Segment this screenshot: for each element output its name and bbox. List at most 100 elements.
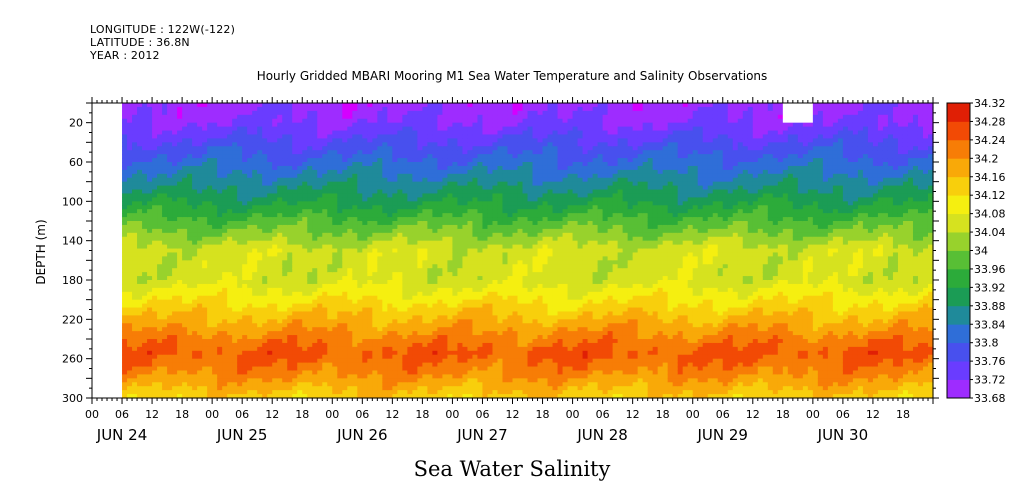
heatmap-cell <box>307 390 313 395</box>
heatmap-cell <box>447 248 454 254</box>
heatmap-cell <box>367 162 373 167</box>
heatmap-cell <box>272 146 278 151</box>
heatmap-cell <box>272 280 278 285</box>
heatmap-cell <box>452 240 459 246</box>
heatmap-cell <box>392 244 398 250</box>
heatmap-cell <box>137 354 143 360</box>
heatmap-cell <box>222 134 228 139</box>
heatmap-cell <box>377 103 383 108</box>
heatmap-cell <box>172 224 178 230</box>
heatmap-cell <box>432 276 439 281</box>
heatmap-cell <box>247 264 253 269</box>
heatmap-cell <box>142 122 148 128</box>
heatmap-cell <box>287 228 293 234</box>
heatmap-cell <box>312 217 318 222</box>
heatmap-cell <box>442 335 449 340</box>
heatmap-cell <box>277 378 283 383</box>
heatmap-cell <box>417 280 423 285</box>
heatmap-cell <box>127 138 133 143</box>
heatmap-cell <box>362 134 368 139</box>
heatmap-cell <box>142 150 148 155</box>
heatmap-cell <box>242 209 248 214</box>
heatmap-cell <box>207 106 213 112</box>
heatmap-cell <box>262 248 268 254</box>
heatmap-cell <box>322 221 328 226</box>
heatmap-cell <box>342 272 348 277</box>
heatmap-cell <box>122 350 128 356</box>
heatmap-cell <box>282 327 288 332</box>
heatmap-cell <box>152 150 158 155</box>
heatmap-cell <box>427 118 434 124</box>
heatmap-cell <box>262 150 268 155</box>
heatmap-cell <box>142 303 148 309</box>
heatmap-cell <box>297 335 303 340</box>
heatmap-cell <box>447 256 454 261</box>
heatmap-cell <box>362 146 368 151</box>
heatmap-cell <box>172 390 178 395</box>
heatmap-cell <box>322 169 328 175</box>
heatmap-cell <box>157 283 163 289</box>
heatmap-cell <box>202 169 208 175</box>
heatmap-cell <box>182 390 188 395</box>
heatmap-cell <box>267 126 273 132</box>
heatmap-cell <box>407 169 413 175</box>
heatmap-cell <box>207 374 213 379</box>
heatmap-cell <box>152 339 158 344</box>
heatmap-cell <box>302 244 308 250</box>
heatmap-cell <box>287 110 293 116</box>
heatmap-cell <box>222 390 228 395</box>
heatmap-cell <box>427 319 434 324</box>
heatmap-cell <box>432 114 439 120</box>
heatmap-cell <box>297 311 303 316</box>
heatmap-cell <box>362 122 368 128</box>
heatmap-cell <box>292 378 298 383</box>
heatmap-cell <box>212 201 218 206</box>
heatmap-cell <box>417 252 423 257</box>
heatmap-cell <box>162 280 168 285</box>
heatmap-cell <box>317 291 323 297</box>
heatmap-cell <box>442 217 449 222</box>
heatmap-cell <box>452 264 459 269</box>
heatmap-cell <box>172 307 178 313</box>
heatmap-cell <box>237 158 243 163</box>
heatmap-cell <box>132 232 138 238</box>
heatmap-cell <box>387 291 393 297</box>
heatmap-cell <box>312 342 318 348</box>
heatmap-cell <box>177 110 183 116</box>
heatmap-cell <box>447 209 454 214</box>
heatmap-cell <box>322 268 328 273</box>
heatmap-cell <box>177 197 183 202</box>
heatmap-cell <box>392 370 398 375</box>
heatmap-cell <box>337 287 343 293</box>
heatmap-cell <box>282 283 288 289</box>
heatmap-cell <box>157 150 163 155</box>
heatmap-cell <box>297 205 303 210</box>
heatmap-cell <box>137 165 143 171</box>
heatmap-cell <box>257 335 263 340</box>
heatmap-cell <box>182 366 188 372</box>
heatmap-cell <box>242 260 248 265</box>
heatmap-cell <box>122 335 128 340</box>
heatmap-cell <box>392 126 398 132</box>
heatmap-cell <box>342 118 348 124</box>
heatmap-cell <box>322 327 328 332</box>
heatmap-cell <box>257 370 263 375</box>
heatmap-cell <box>207 201 213 206</box>
heatmap-cell <box>347 189 353 195</box>
heatmap-cell <box>432 165 439 171</box>
heatmap-cell <box>287 248 293 254</box>
heatmap-cell <box>372 201 378 206</box>
heatmap-cell <box>167 154 173 159</box>
heatmap-cell <box>372 228 378 234</box>
heatmap-cell <box>297 319 303 324</box>
heatmap-cell <box>302 158 308 163</box>
heatmap-cell <box>127 169 133 175</box>
heatmap-cell <box>407 283 413 289</box>
heatmap-cell <box>162 362 168 368</box>
heatmap-cell <box>157 268 163 273</box>
heatmap-cell <box>127 248 133 254</box>
heatmap-cell <box>192 150 198 155</box>
heatmap-cell <box>332 256 338 261</box>
heatmap-cell <box>357 362 363 368</box>
heatmap-cell <box>232 386 238 391</box>
